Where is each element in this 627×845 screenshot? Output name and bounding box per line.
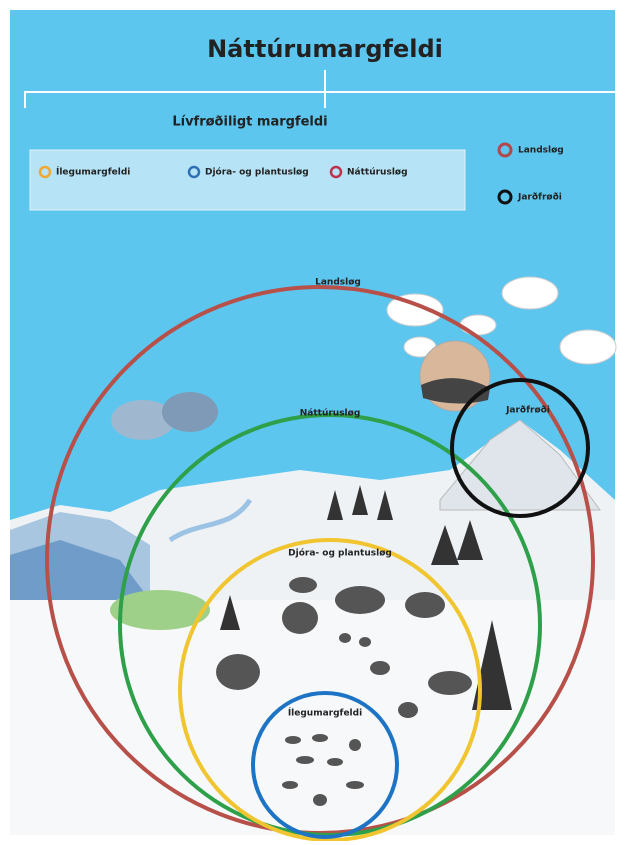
circle-label: Ílegumargfeldi	[288, 707, 362, 719]
legend-label: Djóra- og plantusløg	[205, 167, 309, 178]
circle-label: Náttúrusløg	[300, 409, 361, 419]
legend-label: Náttúrusløg	[347, 168, 408, 178]
circle-label: Djóra- og plantusløg	[288, 548, 392, 559]
diagram: Náttúrumargfeldi Lívfrøðiligt margfeldi …	[0, 0, 627, 841]
circle-label: Landsløg	[315, 278, 361, 288]
cloud	[162, 392, 218, 432]
title: Náttúrumargfeldi	[207, 35, 443, 63]
circle-label: Jarðfrøði	[505, 406, 550, 416]
legend-label: Ílegumargfeldi	[56, 166, 130, 178]
legend-box	[30, 150, 465, 210]
legend-label: Landsløg	[518, 146, 564, 156]
legend-label: Jarðfrøði	[517, 193, 562, 203]
legend-title: Lívfrøðiligt margfeldi	[172, 115, 327, 130]
